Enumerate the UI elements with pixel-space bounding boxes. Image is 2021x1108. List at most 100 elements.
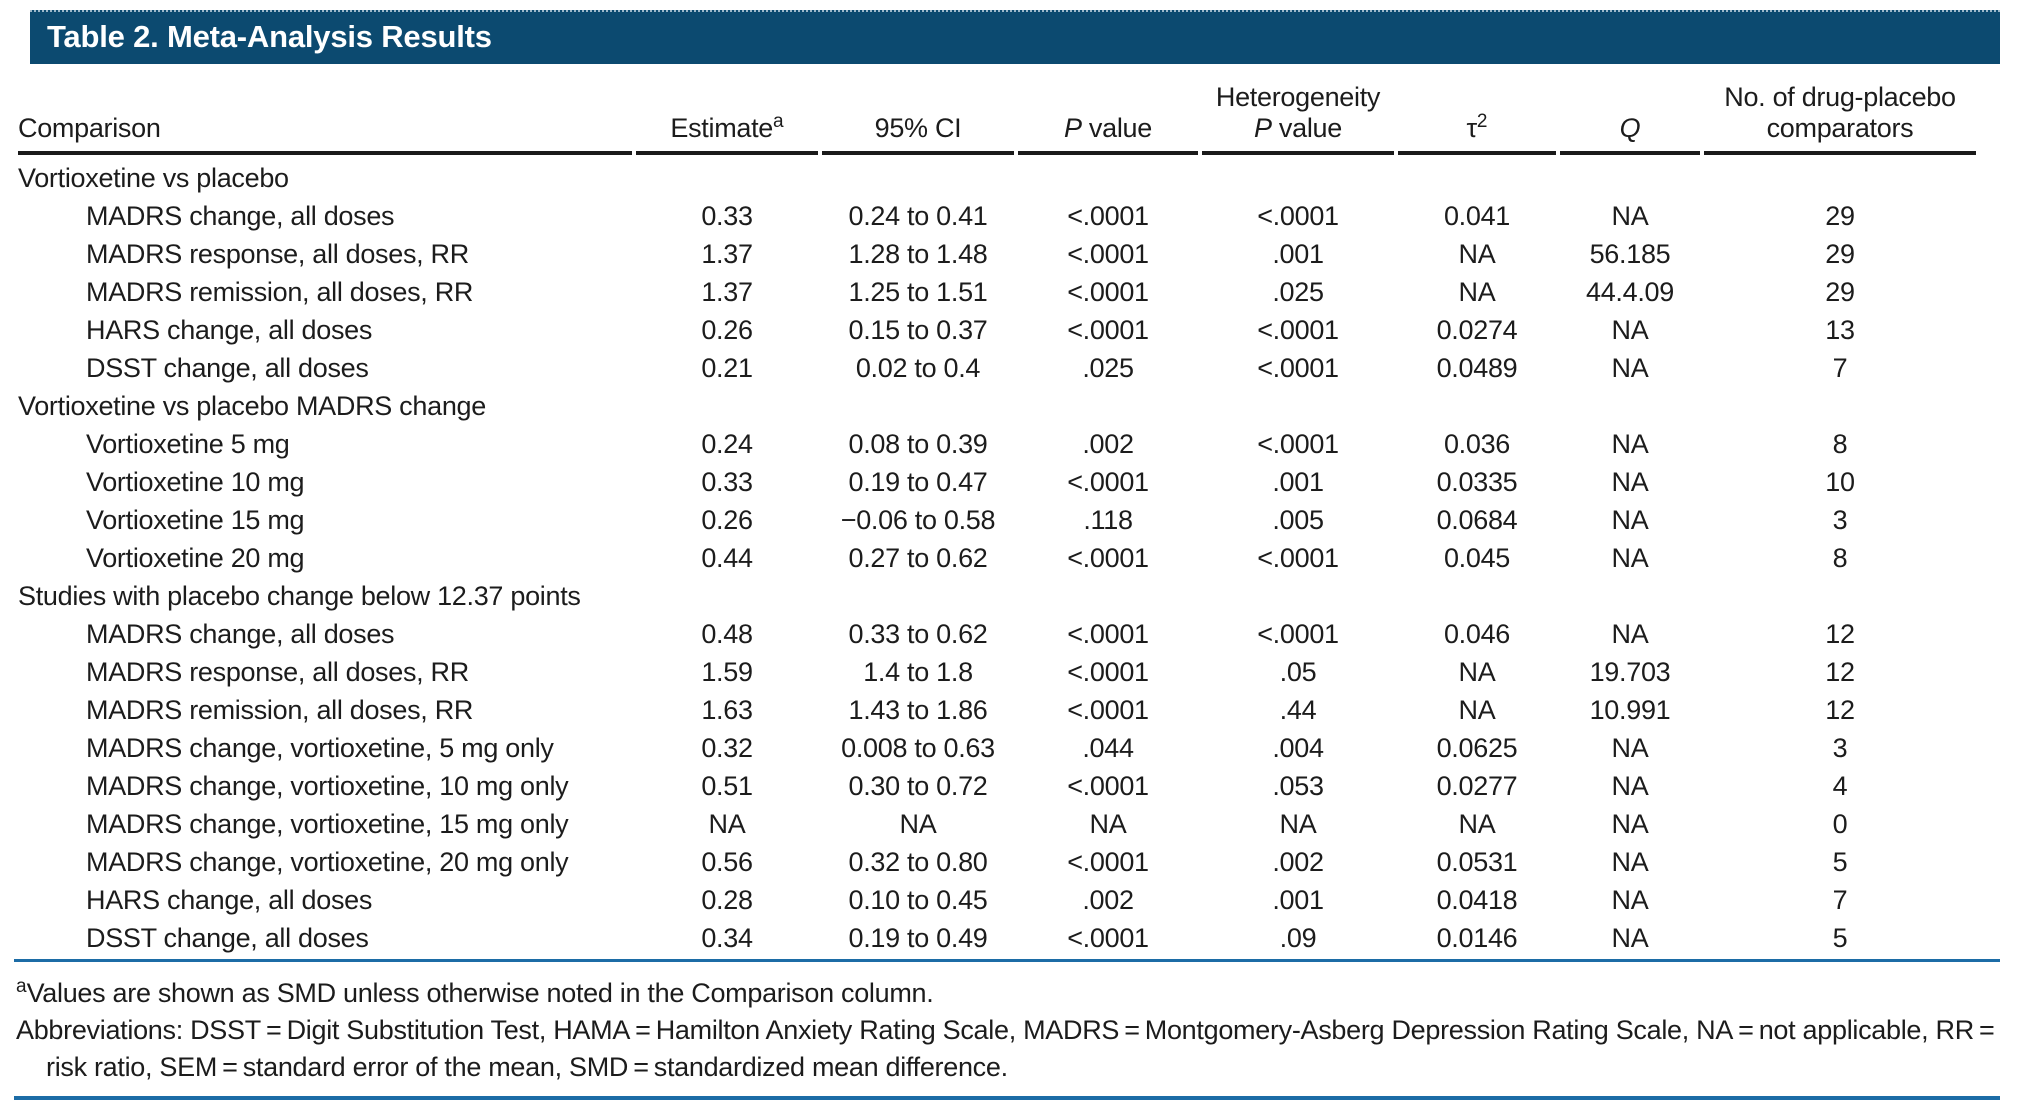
- table-row: HARS change, all doses 0.26 0.15 to 0.37 <.…: [18, 311, 1976, 349]
- value-cell: <.0001: [1257, 429, 1339, 459]
- value-cell: 13: [1825, 315, 1855, 345]
- comparison-cell: MADRS change, vortioxetine, 20 mg only: [86, 847, 569, 877]
- value-cell: <.0001: [1257, 543, 1339, 573]
- table-row: MADRS change, vortioxetine, 20 mg only 0.…: [18, 843, 1976, 881]
- table-row: Vortioxetine 20 mg 0.44 0.27 to 0.62 <.0001…: [18, 539, 1976, 577]
- value-cell: 0.008 to 0.63: [841, 733, 995, 763]
- value-cell: <.0001: [1067, 847, 1149, 877]
- value-cell: 0.08 to 0.39: [848, 429, 988, 459]
- value-cell: .09: [1279, 923, 1317, 953]
- table-row: Vortioxetine 5 mg 0.24 0.08 to 0.39 .002 <.0…: [18, 425, 1976, 463]
- value-cell: 0.0335: [1436, 467, 1518, 497]
- estimate-footnote-marker: a: [773, 111, 784, 132]
- value-cell: 0.0489: [1436, 353, 1518, 383]
- value-cell: 1.43 to 1.86: [848, 695, 988, 725]
- value-cell: 0.19 to 0.49: [848, 923, 988, 953]
- comparison-cell: Vortioxetine 5 mg: [86, 429, 290, 459]
- value-cell: .118: [1083, 505, 1133, 535]
- col-comparators: No. of drug-placebo comparators: [1704, 68, 1976, 155]
- value-cell: 5: [1832, 847, 1848, 877]
- footnote-abbreviations: Abbreviations: DSST = Digit Substitution…: [16, 1015, 2000, 1082]
- col-tau-label: τ: [1466, 113, 1478, 143]
- value-cell: 3: [1832, 733, 1848, 763]
- footnotes: aValues are shown as SMD unless otherwis…: [16, 968, 2000, 1086]
- value-cell: 0.0146: [1436, 923, 1518, 953]
- col-q: Q: [1560, 68, 1700, 155]
- value-cell: 0.15 to 0.37: [848, 315, 988, 345]
- col-heterogeneity-p: Heterogeneity P value: [1202, 68, 1394, 155]
- footnote-a: aValues are shown as SMD unless otherwis…: [16, 968, 2000, 1012]
- comparison-cell: Vortioxetine 20 mg: [86, 543, 305, 573]
- value-cell: .002: [1082, 429, 1134, 459]
- col-comparators-line1: No. of drug-placebo: [1724, 82, 1956, 112]
- value-cell: NA: [1611, 619, 1649, 649]
- col-het-p-rest: value: [1271, 113, 1342, 143]
- section-header: Vortioxetine vs placebo: [18, 163, 289, 193]
- value-cell: 29: [1825, 277, 1855, 307]
- value-cell: 0.045: [1443, 543, 1511, 573]
- value-cell: 12: [1825, 695, 1855, 725]
- value-cell: 1.59: [701, 657, 753, 687]
- value-cell: 0.0531: [1436, 847, 1518, 877]
- value-cell: <.0001: [1067, 657, 1149, 687]
- value-cell: 0.041: [1443, 201, 1511, 231]
- value-cell: 0.26: [701, 505, 753, 535]
- value-cell: <.0001: [1067, 277, 1149, 307]
- col-q-label: Q: [1619, 113, 1641, 143]
- value-cell: NA: [1458, 809, 1496, 839]
- value-cell: <.0001: [1257, 353, 1339, 383]
- value-cell: 0.036: [1443, 429, 1511, 459]
- value-cell: <.0001: [1257, 315, 1339, 345]
- section-header-row: Vortioxetine vs placebo MADRS change: [18, 387, 1976, 425]
- value-cell: NA: [1611, 315, 1649, 345]
- comparison-cell: Vortioxetine 10 mg: [86, 467, 305, 497]
- col-tau-squared: τ2: [1398, 68, 1556, 155]
- value-cell: NA: [1611, 809, 1649, 839]
- value-cell: .025: [1272, 277, 1324, 307]
- comparison-cell: MADRS response, all doses, RR: [86, 239, 469, 269]
- table-row: DSST change, all doses 0.34 0.19 to 0.49 <.…: [18, 919, 1976, 957]
- value-cell: 0.0418: [1436, 885, 1518, 915]
- comparison-cell: Vortioxetine 15 mg: [86, 505, 305, 535]
- table-row: HARS change, all doses 0.28 0.10 to 0.45 .0…: [18, 881, 1976, 919]
- value-cell: NA: [1611, 505, 1649, 535]
- comparison-cell: HARS change, all doses: [86, 885, 373, 915]
- value-cell: 0.10 to 0.45: [848, 885, 988, 915]
- value-cell: 5: [1832, 923, 1848, 953]
- value-cell: 1.4 to 1.8: [863, 657, 973, 687]
- value-cell: 0.0277: [1436, 771, 1518, 801]
- header-row: Comparison Estimatea 95% CI P value Hete…: [18, 68, 1976, 155]
- comparison-cell: DSST change, all doses: [86, 923, 369, 953]
- value-cell: .025: [1082, 353, 1134, 383]
- col-comparison-label: Comparison: [18, 113, 161, 143]
- value-cell: .002: [1272, 847, 1324, 877]
- value-cell: <.0001: [1067, 467, 1149, 497]
- value-cell: <.0001: [1067, 695, 1149, 725]
- value-cell: 1.25 to 1.51: [848, 277, 988, 307]
- value-cell: 0.33: [701, 201, 753, 231]
- col-estimate-label: Estimate: [670, 113, 774, 143]
- value-cell: .001: [1272, 885, 1324, 915]
- table-row: MADRS change, all doses 0.33 0.24 to 0.41 <…: [18, 197, 1976, 235]
- table-title: Table 2. Meta-Analysis Results: [47, 19, 492, 54]
- value-cell: NA: [1611, 733, 1649, 763]
- value-cell: 0.046: [1443, 619, 1511, 649]
- table-row: MADRS change, vortioxetine, 5 mg only 0.3…: [18, 729, 1976, 767]
- value-cell: NA: [1458, 695, 1496, 725]
- value-cell: 0.28: [701, 885, 753, 915]
- col-ci: 95% CI: [822, 68, 1014, 155]
- value-cell: NA: [1611, 467, 1649, 497]
- value-cell: 0.19 to 0.47: [848, 467, 988, 497]
- table-row: MADRS change, vortioxetine, 10 mg only 0.…: [18, 767, 1976, 805]
- value-cell: 0.02 to 0.4: [855, 353, 981, 383]
- value-cell: <.0001: [1067, 771, 1149, 801]
- value-cell: NA: [1279, 809, 1317, 839]
- value-cell: <.0001: [1067, 619, 1149, 649]
- col-p-rest: value: [1081, 113, 1152, 143]
- value-cell: 0.24: [701, 429, 753, 459]
- value-cell: NA: [1611, 847, 1649, 877]
- value-cell: NA: [1458, 239, 1496, 269]
- meta-analysis-table: Comparison Estimatea 95% CI P value Hete…: [14, 68, 1980, 957]
- value-cell: 19.703: [1589, 657, 1671, 687]
- comparison-cell: MADRS change, vortioxetine, 10 mg only: [86, 771, 569, 801]
